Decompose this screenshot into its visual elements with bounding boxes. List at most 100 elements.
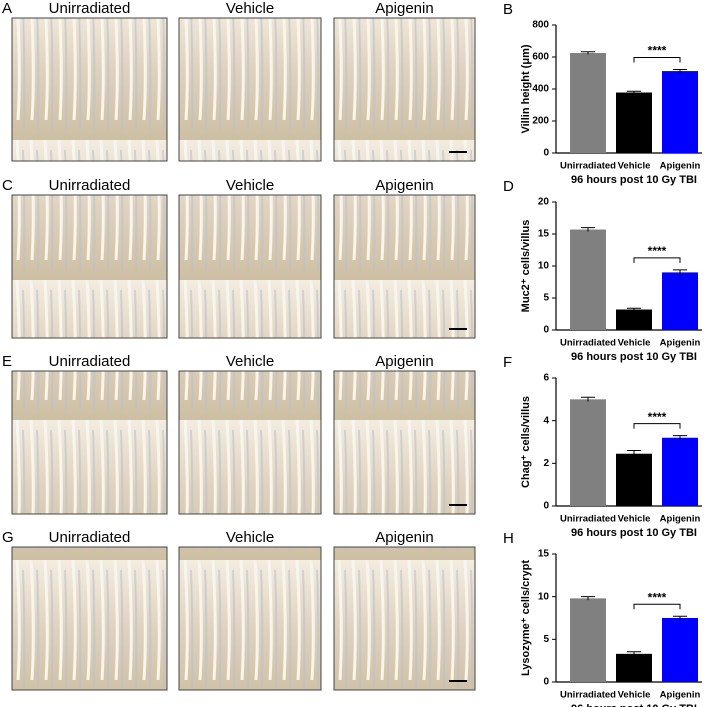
panel-letter: B bbox=[503, 1, 513, 18]
significance-bracket bbox=[633, 423, 681, 429]
error-bar bbox=[673, 269, 687, 275]
image-title: Unirradiated bbox=[49, 529, 131, 546]
bar bbox=[662, 618, 698, 682]
image-title: Apigenin bbox=[375, 353, 433, 370]
significance-bracket bbox=[633, 257, 681, 263]
error-bar bbox=[581, 396, 595, 402]
y-tick-label: 10 bbox=[538, 591, 550, 602]
x-tick-label: Unirradiated bbox=[560, 338, 616, 349]
x-tick-label: Vehicle bbox=[618, 338, 651, 349]
y-tick-label: 20 bbox=[538, 197, 550, 208]
micrograph bbox=[11, 370, 168, 515]
panel-letter: D bbox=[503, 178, 514, 195]
image-title: Unirradiated bbox=[49, 0, 131, 17]
y-tick-label: 400 bbox=[532, 84, 549, 95]
y-tick-label: 4 bbox=[543, 415, 549, 426]
bar bbox=[616, 653, 652, 682]
error-bar bbox=[673, 435, 687, 440]
panel-letter: H bbox=[503, 530, 514, 547]
x-tick-label: Unirradiated bbox=[560, 514, 616, 525]
x-axis-label: 96 hours post 10 Gy TBI bbox=[571, 351, 697, 363]
bar bbox=[616, 453, 652, 506]
panel-letter: G bbox=[2, 529, 14, 546]
micrograph bbox=[178, 17, 322, 162]
bar bbox=[570, 598, 606, 682]
error-bar bbox=[581, 51, 595, 55]
micrograph bbox=[333, 17, 476, 162]
y-axis-label: Lysozyme⁺ cells/crypt bbox=[520, 560, 532, 676]
image-title: Vehicle bbox=[226, 353, 274, 370]
y-tick-label: 10 bbox=[538, 261, 550, 272]
bar bbox=[570, 53, 606, 153]
x-tick-label: Unirradiated bbox=[560, 690, 616, 701]
x-tick-label: Apigenin bbox=[660, 514, 701, 525]
significance-label: **** bbox=[648, 410, 667, 424]
panel-letter: A bbox=[2, 0, 12, 17]
micrograph bbox=[11, 546, 168, 691]
significance-label: **** bbox=[648, 590, 667, 604]
y-tick-label: 15 bbox=[538, 229, 550, 240]
x-tick-label: Vehicle bbox=[618, 514, 651, 525]
error-bar bbox=[673, 68, 687, 73]
bar bbox=[662, 437, 698, 506]
y-tick-label: 0 bbox=[543, 148, 549, 159]
error-bar bbox=[627, 651, 641, 656]
y-tick-label: 0 bbox=[543, 325, 549, 336]
panel-letter: C bbox=[2, 177, 13, 194]
error-bar bbox=[581, 596, 595, 601]
micrograph bbox=[178, 546, 322, 691]
y-tick-label: 2 bbox=[543, 458, 549, 469]
y-tick-label: 800 bbox=[532, 20, 549, 31]
error-bar bbox=[627, 307, 641, 311]
y-axis-label: Chag⁺ cells/villus bbox=[520, 396, 532, 488]
micrograph bbox=[333, 546, 476, 691]
x-tick-label: Apigenin bbox=[660, 690, 701, 701]
image-title: Vehicle bbox=[226, 529, 274, 546]
significance-bracket bbox=[633, 603, 681, 610]
micrograph bbox=[333, 194, 476, 339]
image-title: Unirradiated bbox=[49, 353, 131, 370]
error-bar bbox=[627, 90, 641, 94]
bar bbox=[662, 272, 698, 330]
micrograph bbox=[178, 194, 322, 339]
y-axis-label: Muc2⁺ cells/villus bbox=[520, 220, 532, 313]
significance-label: **** bbox=[648, 244, 667, 258]
image-title: Apigenin bbox=[375, 0, 433, 17]
x-tick-label: Vehicle bbox=[618, 161, 651, 172]
significance-label: **** bbox=[648, 44, 667, 58]
significance-bracket bbox=[633, 56, 681, 63]
x-tick-label: Apigenin bbox=[660, 338, 701, 349]
y-axis-label: Villin height (μm) bbox=[520, 44, 532, 133]
x-axis-label: 96 hours post 10 Gy TBI bbox=[571, 174, 697, 186]
panel-letter: F bbox=[503, 354, 512, 371]
micrograph bbox=[11, 194, 168, 339]
x-tick-label: Apigenin bbox=[660, 161, 701, 172]
bar bbox=[570, 229, 606, 330]
y-tick-label: 5 bbox=[543, 634, 549, 645]
y-tick-label: 0 bbox=[543, 501, 549, 512]
bar bbox=[616, 309, 652, 330]
x-tick-label: Vehicle bbox=[618, 690, 651, 701]
x-tick-label: Unirradiated bbox=[560, 161, 616, 172]
y-tick-label: 5 bbox=[543, 293, 549, 304]
micrograph bbox=[333, 370, 476, 515]
x-axis-label: 96 hours post 10 Gy TBI bbox=[571, 527, 697, 539]
micrograph bbox=[11, 17, 168, 162]
image-title: Vehicle bbox=[226, 177, 274, 194]
y-tick-label: 6 bbox=[543, 373, 549, 384]
y-tick-label: 200 bbox=[532, 116, 549, 127]
image-title: Apigenin bbox=[375, 529, 433, 546]
error-bar bbox=[673, 615, 687, 620]
y-tick-label: 15 bbox=[538, 549, 550, 560]
bar bbox=[662, 71, 698, 153]
image-title: Vehicle bbox=[226, 0, 274, 17]
micrograph bbox=[178, 370, 322, 515]
error-bar bbox=[627, 450, 641, 457]
bar bbox=[570, 399, 606, 506]
image-title: Unirradiated bbox=[49, 177, 131, 194]
x-axis-label: 96 hours post 10 Gy TBI bbox=[571, 703, 697, 707]
bar bbox=[616, 92, 652, 153]
panel-letter: E bbox=[2, 353, 12, 370]
image-title: Apigenin bbox=[375, 177, 433, 194]
